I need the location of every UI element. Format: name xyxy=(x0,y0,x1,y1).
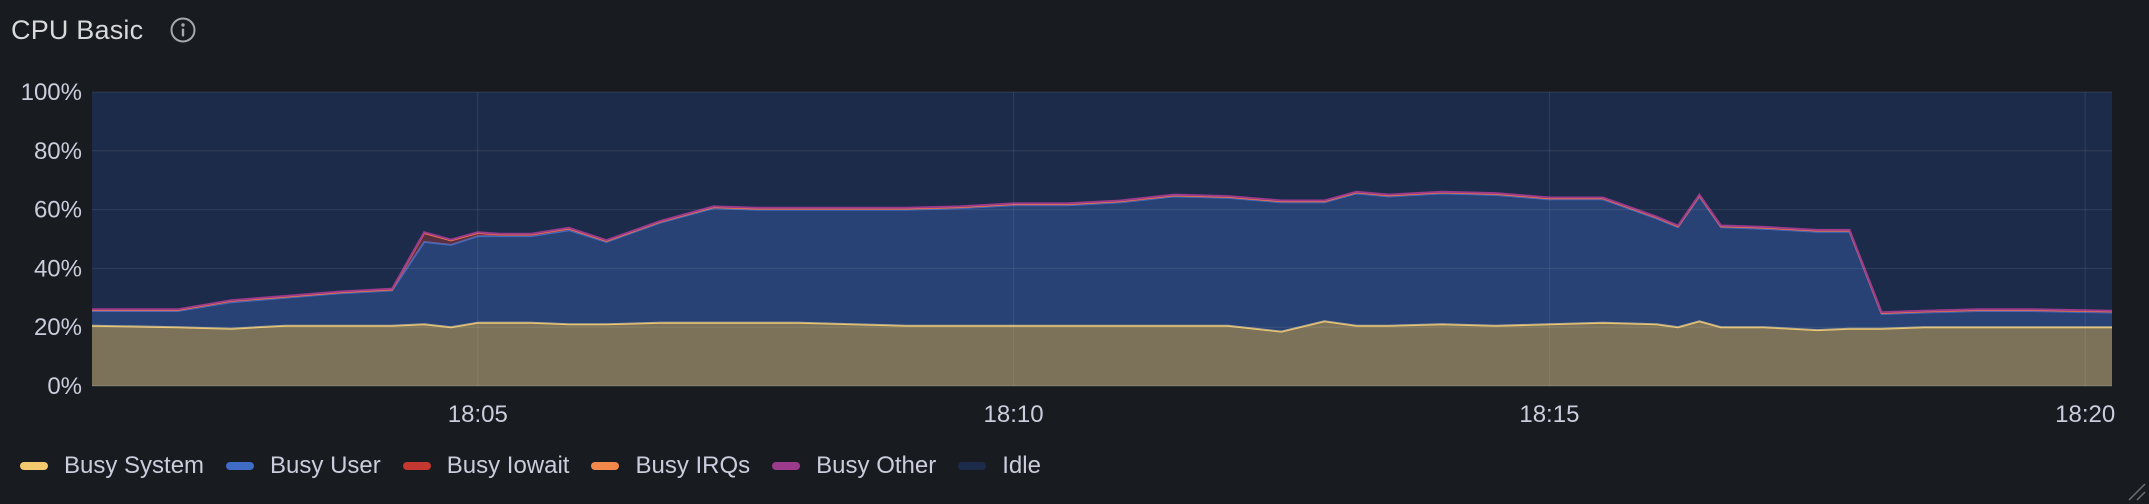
panel-title: CPU Basic xyxy=(11,14,144,45)
legend-item-busy-user[interactable]: Busy User xyxy=(226,452,381,480)
series-area-busy-system xyxy=(92,321,2112,386)
legend-label: Busy IRQs xyxy=(635,452,751,479)
legend-label: Busy System xyxy=(64,452,205,479)
resize-handle-icon[interactable] xyxy=(2125,480,2147,502)
legend-item-busy-iowait[interactable]: Busy Iowait xyxy=(402,452,570,480)
x-tick-label: 18:20 xyxy=(2055,401,2115,428)
y-tick-label: 60% xyxy=(34,197,82,224)
y-tick-label: 80% xyxy=(34,138,82,165)
legend-label: Busy Other xyxy=(816,452,937,479)
x-tick-label: 18:05 xyxy=(448,401,508,428)
cpu-area-chart[interactable]: 0% 20% 40% 60% 80% 100% 18:05 18:10 18:15 18:20 xyxy=(0,0,2149,440)
legend-swatch xyxy=(772,462,801,470)
info-circle-icon[interactable] xyxy=(169,16,197,44)
legend-swatch xyxy=(402,462,431,470)
legend-swatch xyxy=(958,462,987,470)
legend-swatch xyxy=(20,462,48,470)
legend-item-idle[interactable]: Idle xyxy=(958,452,1041,480)
series-line-busy-system xyxy=(91,320,2112,333)
y-tick-label: 0% xyxy=(47,373,82,400)
legend-label: Idle xyxy=(1002,452,1041,479)
x-tick-label: 18:15 xyxy=(1519,401,1579,428)
legend-swatch xyxy=(591,462,620,470)
series-area-idle xyxy=(92,92,2112,386)
panel-header: CPU Basic xyxy=(11,8,197,52)
y-tick-label: 20% xyxy=(34,314,82,341)
y-tick-label: 100% xyxy=(21,79,82,106)
legend-label: Busy Iowait xyxy=(446,452,570,479)
legend-item-busy-irqs[interactable]: Busy IRQs xyxy=(591,452,750,480)
x-tick-label: 18:10 xyxy=(984,401,1044,428)
y-tick-label: 40% xyxy=(34,255,82,282)
chart-legend: Busy System Busy User Busy Iowait Busy IRQs… xyxy=(20,448,1063,484)
series-line-busy-other xyxy=(92,190,2113,314)
legend-swatch xyxy=(226,462,255,470)
legend-label: Busy User xyxy=(270,452,381,479)
series-area-busy-user xyxy=(92,193,2112,332)
legend-item-busy-other[interactable]: Busy Other xyxy=(772,452,936,480)
legend-item-busy-system[interactable]: Busy System xyxy=(20,452,204,480)
